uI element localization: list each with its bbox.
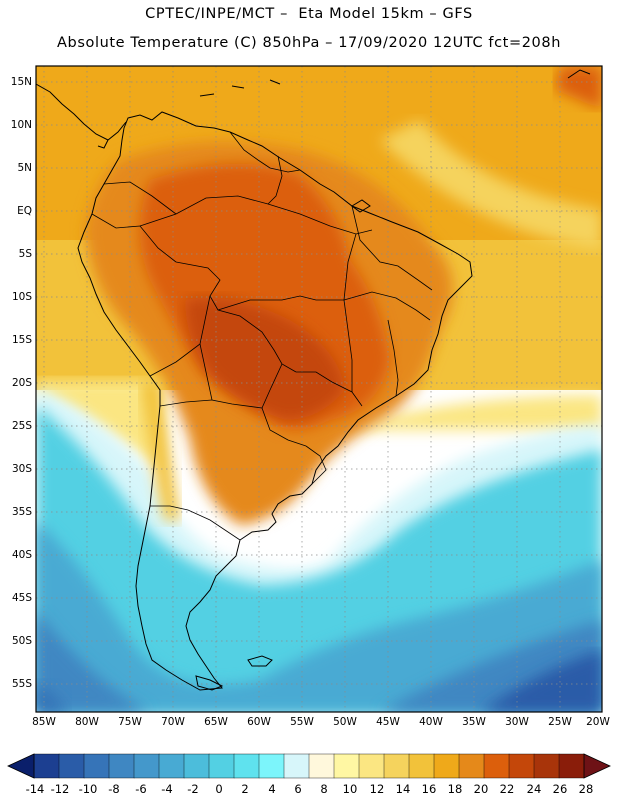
lon-label: 85W — [32, 716, 56, 728]
lat-label: 25S — [11, 420, 32, 432]
chart-title-line1: CPTEC/INPE/MCT – Eta Model 15km – GFS — [145, 6, 473, 22]
colorbar-cell — [208, 753, 235, 779]
band-cold — [36, 520, 602, 712]
colorbar-max-arrow — [583, 753, 611, 779]
lat-label: 30S — [11, 463, 32, 475]
colorbar-cell — [258, 753, 285, 779]
colorbar-cell — [308, 753, 335, 779]
colorbar-cell — [83, 753, 110, 779]
south-america-coast — [77, 111, 473, 691]
colorbar-label: -12 — [50, 782, 70, 796]
lon-label: 60W — [247, 716, 271, 728]
colorbar-label: 28 — [578, 782, 594, 796]
colorbar-label: 24 — [526, 782, 542, 796]
colorbar-label: 6 — [294, 782, 302, 796]
band-coldest-west — [36, 680, 70, 712]
coastlines — [36, 69, 591, 691]
colorbar-label: 26 — [552, 782, 568, 796]
band-colder — [36, 610, 602, 712]
tierra-del-fuego — [195, 675, 224, 691]
colorbar-label: 22 — [499, 782, 515, 796]
colorbar-cell — [483, 753, 510, 779]
lat-label: 10N — [10, 119, 32, 131]
lon-label: 40W — [419, 716, 443, 728]
lat-label: EQ — [17, 205, 32, 217]
colorbar-label: 20 — [473, 782, 489, 796]
falklands — [247, 655, 273, 667]
lon-label: 35W — [462, 716, 486, 728]
colorbar-label: 2 — [241, 782, 249, 796]
lat-label: 10S — [11, 291, 32, 303]
lat-label: 20S — [11, 377, 32, 389]
map-frame — [35, 65, 603, 713]
lon-label: 65W — [204, 716, 228, 728]
colorbar-cell — [283, 753, 310, 779]
lon-label: 70W — [161, 716, 185, 728]
colorbar-label: -14 — [25, 782, 45, 796]
chart-title-line2: Absolute Temperature (C) 850hPa – 17/09/… — [57, 35, 561, 51]
colorbar-cell — [108, 753, 135, 779]
temperature-field — [36, 66, 602, 712]
colorbar-label: 16 — [421, 782, 437, 796]
lat-label: 5S — [18, 248, 32, 260]
colorbar-label: 14 — [395, 782, 411, 796]
colorbar-label: -10 — [78, 782, 98, 796]
lat-label: 50S — [11, 635, 32, 647]
colorbar-cell — [408, 753, 435, 779]
lon-label: 45W — [376, 716, 400, 728]
colorbar-cell — [383, 753, 410, 779]
lat-label: 15S — [11, 334, 32, 346]
colorbar-cell — [533, 753, 560, 779]
warm-atlantic-streak — [380, 120, 602, 250]
lon-label: 50W — [333, 716, 357, 728]
lon-label: 30W — [505, 716, 529, 728]
colorbar-label: 8 — [320, 782, 328, 796]
colorbar-label: 12 — [369, 782, 385, 796]
colorbar-label: 10 — [342, 782, 358, 796]
colorbar-cell — [458, 753, 485, 779]
lon-label: 75W — [118, 716, 142, 728]
lat-label: 15N — [10, 76, 32, 88]
caribbean-islands — [199, 69, 591, 97]
colorbar-label: -4 — [161, 782, 173, 796]
lat-label: 45S — [11, 592, 32, 604]
lat-label: 5N — [17, 162, 32, 174]
colorbar-cell — [508, 753, 535, 779]
lon-label: 55W — [290, 716, 314, 728]
colorbar-cell — [333, 753, 360, 779]
colorbar-cell — [158, 753, 185, 779]
colorbar-cell — [558, 753, 585, 779]
colorbar-label: 0 — [215, 782, 223, 796]
lon-label: 80W — [75, 716, 99, 728]
lat-label: 35S — [11, 506, 32, 518]
colorbar-label: -6 — [135, 782, 147, 796]
colorbar-cell — [433, 753, 460, 779]
colorbar-cell — [58, 753, 85, 779]
colorbar-label: -8 — [108, 782, 120, 796]
colorbar-cell — [33, 753, 60, 779]
colorbar-min-arrow — [7, 753, 35, 779]
lat-label: 40S — [11, 549, 32, 561]
hot-ne-corner — [555, 66, 602, 110]
lon-label: 25W — [548, 716, 572, 728]
colorbar-label: 18 — [447, 782, 463, 796]
colorbar-label: -2 — [187, 782, 199, 796]
colorbar-cell — [358, 753, 385, 779]
central-america-coast — [36, 83, 127, 149]
lat-label: 55S — [11, 678, 32, 690]
marajo-island — [351, 199, 371, 213]
colorbar-cell — [183, 753, 210, 779]
colorbar-cells — [33, 753, 585, 779]
band-coldest — [480, 650, 602, 712]
colorbar-label: 4 — [268, 782, 276, 796]
colorbar-cell — [133, 753, 160, 779]
continent-hottest — [185, 297, 345, 420]
lon-label: 20W — [586, 716, 610, 728]
andes-cool-strip — [140, 380, 180, 520]
colorbar-cell — [233, 753, 260, 779]
country-borders — [91, 131, 433, 541]
